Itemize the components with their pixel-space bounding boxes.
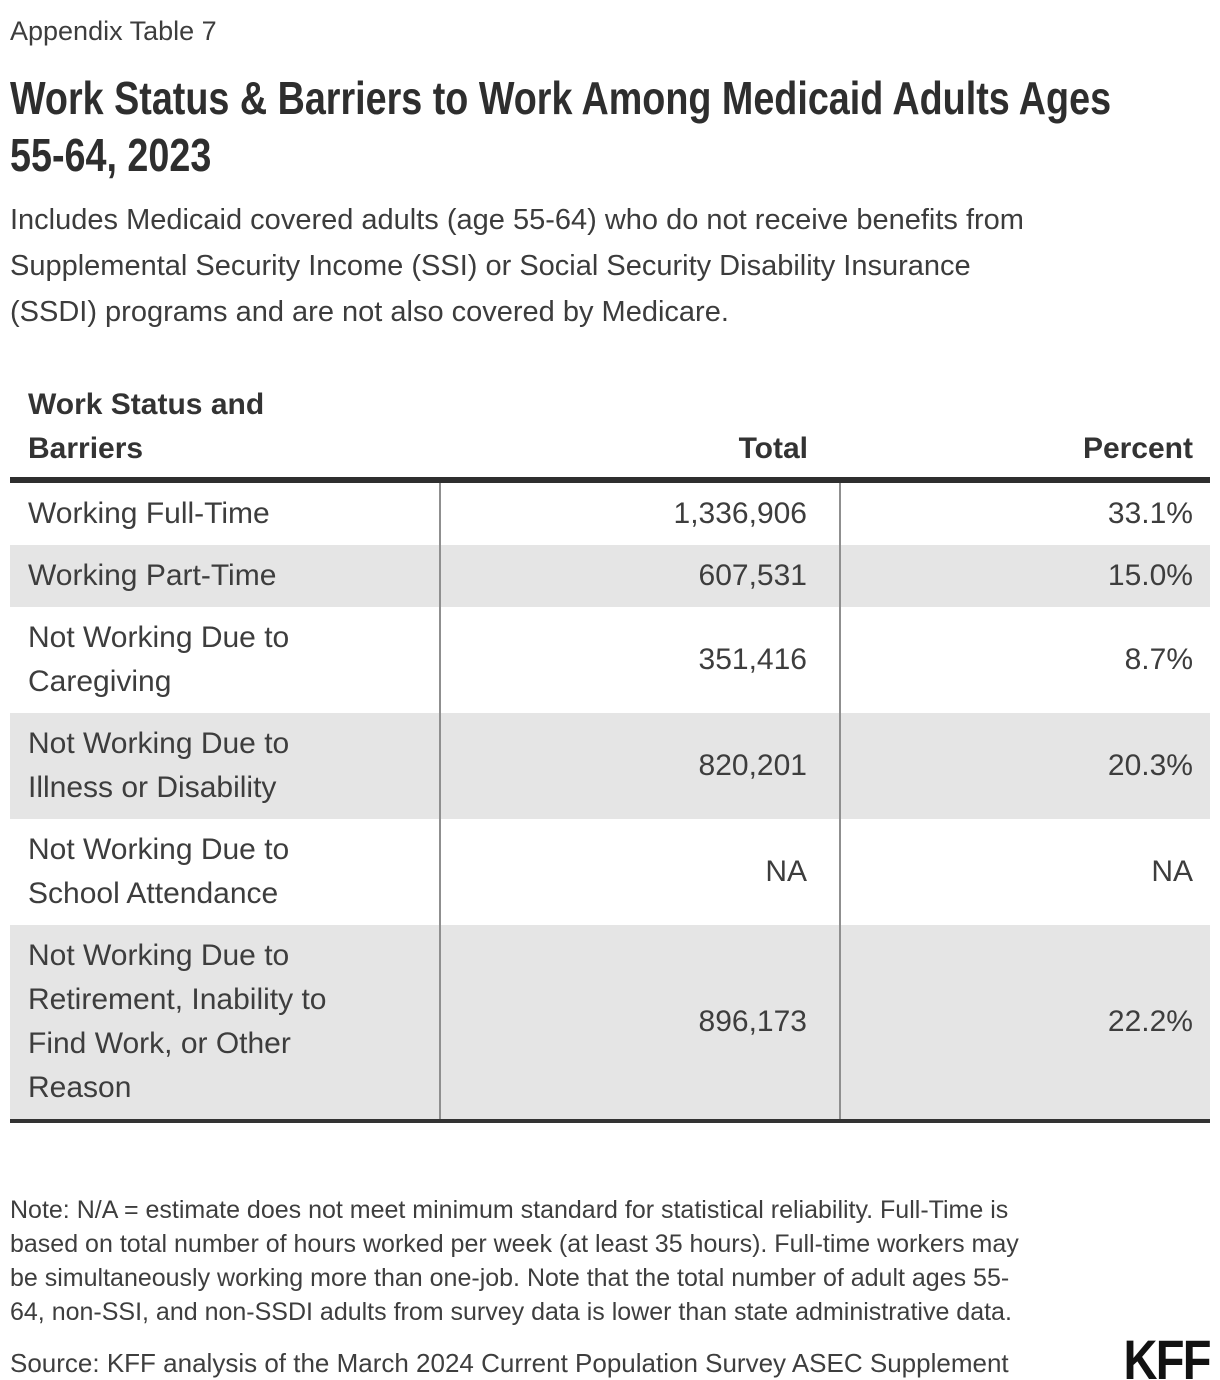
table-row: Not Working Due to Caregiving 351,416 8.… [10,607,1210,713]
kff-logo: KFF [1123,1328,1212,1380]
table-row: Working Part-Time 607,531 15.0% [10,545,1210,607]
appendix-label: Appendix Table 7 [10,16,217,46]
cell-total: 351,416 [439,607,840,713]
cell-label: Not Working Due to Caregiving [28,621,290,698]
cell-total: 820,201 [439,713,840,819]
table-row: Not Working Due to Illness or Disability… [10,713,1210,819]
cell-percent: 20.3% [839,713,1210,819]
footnote: Note: N/A = estimate does not meet minim… [10,1196,1019,1326]
column-header-total: Total [440,383,840,483]
table-header: Work Status and Barriers Total Percent [10,383,1210,483]
cell-percent: 33.1% [839,480,1210,545]
header-row: Work Status and Barriers Total Percent [10,383,1210,483]
table-row: Working Full-Time 1,336,906 33.1% [10,480,1210,545]
table-row: Not Working Due to Retirement, Inability… [10,925,1210,1123]
cell-percent: 8.7% [839,607,1210,713]
source-attribution: Source: KFF analysis of the March 2024 C… [10,1348,1009,1378]
cell-total: 607,531 [439,545,840,607]
cell-total: NA [439,819,840,925]
cell-label: Working Full-Time [28,497,270,530]
column-header-percent: Percent [840,383,1210,483]
table-body: Working Full-Time 1,336,906 33.1% Workin… [10,480,1210,1123]
source-row: Source: KFF analysis of the March 2024 C… [10,1328,1212,1380]
column-header-work-status-and-barriers: Work Status and Barriers [10,383,440,483]
cell-label: Not Working Due to Illness or Disability [28,727,290,804]
cell-label: Not Working Due to Retirement, Inability… [10,925,440,1123]
table-row: Not Working Due to School Attendance NA … [10,819,1210,925]
cell-percent: 22.2% [839,925,1210,1123]
page-title: Work Status & Barriers to Work Among Med… [10,72,1112,181]
cell-label: Working Part-Time [28,559,277,592]
cell-percent: 15.0% [839,545,1210,607]
page-subtitle: Includes Medicaid covered adults (age 55… [10,204,1024,328]
work-status-table: Work Status and Barriers Total Percent W… [10,383,1210,1123]
cell-label: Not Working Due to School Attendance [28,833,290,910]
cell-percent: NA [839,819,1210,925]
cell-total: 1,336,906 [439,480,840,545]
cell-total: 896,173 [439,925,840,1123]
